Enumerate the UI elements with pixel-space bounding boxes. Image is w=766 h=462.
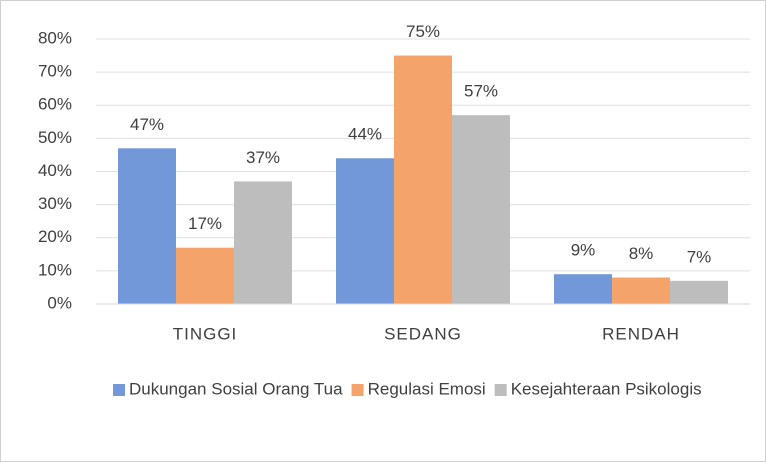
bar xyxy=(554,274,612,304)
value-label: 17% xyxy=(188,214,222,233)
value-label: 75% xyxy=(406,22,440,41)
bar xyxy=(176,247,234,304)
legend-label: Regulasi Emosi xyxy=(368,379,486,398)
value-label: 7% xyxy=(687,247,712,266)
y-tick-label: 50% xyxy=(38,128,72,147)
x-tick-label: TINGGI xyxy=(173,324,238,343)
y-tick-label: 10% xyxy=(38,260,72,279)
value-label: 47% xyxy=(130,115,164,134)
legend-label: Kesejahteraan Psikologis xyxy=(511,379,702,398)
value-label: 44% xyxy=(348,125,382,144)
x-tick-label: RENDAH xyxy=(602,324,680,343)
bar xyxy=(118,148,176,304)
value-label: 37% xyxy=(246,148,280,167)
y-tick-label: 20% xyxy=(38,227,72,246)
legend-label: Dukungan Sosial Orang Tua xyxy=(129,379,343,398)
y-tick-label: 30% xyxy=(38,194,72,213)
y-tick-label: 40% xyxy=(38,161,72,180)
legend-swatch xyxy=(494,384,507,396)
bar xyxy=(336,158,394,304)
value-label: 57% xyxy=(464,82,498,101)
y-tick-label: 80% xyxy=(38,28,72,47)
bar xyxy=(612,277,670,304)
bar xyxy=(234,181,292,304)
legend-swatch xyxy=(113,384,125,396)
y-tick-label: 70% xyxy=(38,62,72,81)
y-tick-label: 0% xyxy=(47,293,72,312)
x-tick-label: SEDANG xyxy=(384,324,462,343)
bar xyxy=(452,115,510,304)
value-label: 9% xyxy=(571,241,596,260)
bar xyxy=(394,55,452,304)
y-tick-label: 60% xyxy=(38,95,72,114)
legend-swatch xyxy=(351,384,364,396)
bar xyxy=(670,280,728,304)
value-label: 8% xyxy=(629,244,654,263)
